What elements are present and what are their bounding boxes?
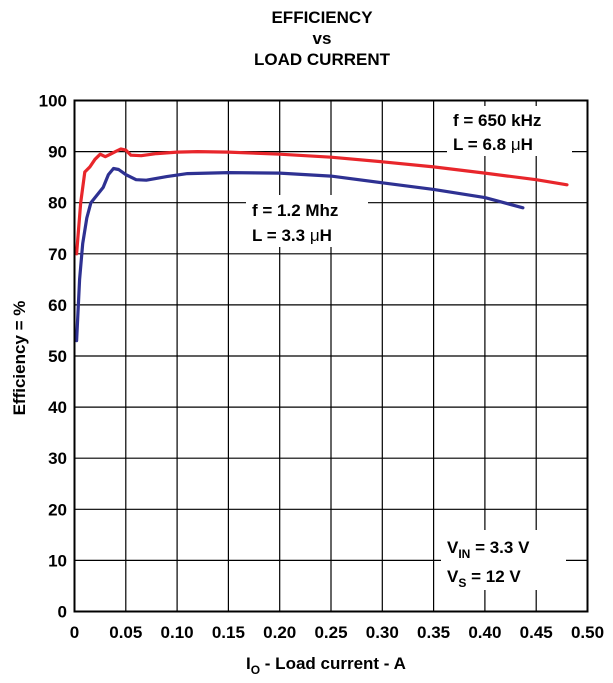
y-tick-label: 70 bbox=[48, 245, 67, 264]
red-annotation-freq: f = 650 kHz bbox=[453, 111, 541, 130]
y-tick-label: 30 bbox=[48, 449, 67, 468]
title-line-1: EFFICIENCY bbox=[271, 8, 373, 27]
x-tick-label: 0 bbox=[70, 623, 79, 642]
x-tick-label: 0.40 bbox=[468, 623, 501, 642]
x-tick-label: 0.05 bbox=[109, 623, 142, 642]
x-axis-label: IO - Load current - A bbox=[246, 654, 406, 677]
red-annotation-bg bbox=[447, 106, 572, 156]
data-series bbox=[75, 147, 569, 343]
series-line-1-2mhz bbox=[75, 166, 525, 343]
x-tick-labels: 0 0.05 0.10 0.15 0.20 0.25 0.30 0.35 0.40 0.45 0.5… bbox=[70, 623, 604, 642]
y-tick-label: 90 bbox=[48, 143, 67, 162]
title-line-2: vs bbox=[312, 29, 332, 48]
conditions-bg bbox=[441, 530, 566, 590]
chart-title: EFFICIENCY vs LOAD CURRENT bbox=[0, 7, 613, 70]
x-tick-label: 0.25 bbox=[314, 623, 347, 642]
x-tick-label: 0.15 bbox=[212, 623, 245, 642]
y-tick-label: 0 bbox=[58, 603, 67, 622]
blue-annotation-freq: f = 1.2 Mhz bbox=[252, 201, 338, 220]
plot-frame bbox=[73, 99, 589, 613]
y-tick-label: 60 bbox=[48, 296, 67, 315]
title-line-3: LOAD CURRENT bbox=[254, 50, 390, 69]
y-tick-labels: 0 10 20 30 40 50 60 70 80 90 100 bbox=[39, 92, 67, 622]
x-tick-label: 0.35 bbox=[417, 623, 450, 642]
x-tick-label: 0.20 bbox=[263, 623, 296, 642]
x-tick-label: 0.45 bbox=[520, 623, 553, 642]
y-tick-label: 100 bbox=[39, 92, 67, 111]
y-tick-label: 10 bbox=[48, 551, 67, 570]
blue-annotation-inductance: L = 3.3 μH bbox=[252, 226, 332, 245]
y-tick-label: 40 bbox=[48, 398, 67, 417]
y-axis-label: Efficiency = % bbox=[10, 301, 29, 416]
series-line-650khz bbox=[75, 147, 569, 256]
x-tick-label: 0.10 bbox=[161, 623, 194, 642]
x-tick-label: 0.30 bbox=[366, 623, 399, 642]
blue-annotation-bg bbox=[246, 195, 368, 247]
red-annotation-inductance: L = 6.8 μH bbox=[453, 135, 533, 154]
vin-annotation: VIN = 3.3 V bbox=[447, 538, 530, 561]
y-tick-label: 20 bbox=[48, 500, 67, 519]
vs-annotation: VS = 12 V bbox=[447, 567, 521, 590]
y-tick-label: 80 bbox=[48, 194, 67, 213]
y-tick-label: 50 bbox=[48, 347, 67, 366]
x-tick-label: 0.50 bbox=[571, 623, 604, 642]
